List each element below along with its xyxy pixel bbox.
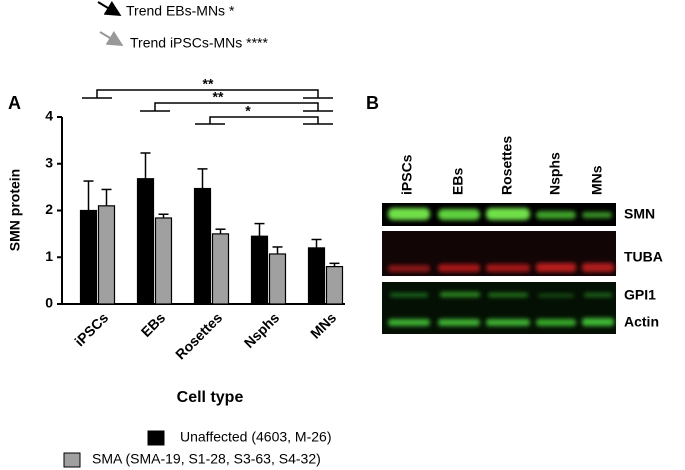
blot-bands bbox=[388, 208, 614, 326]
bar bbox=[136, 178, 155, 305]
legend-swatch bbox=[147, 430, 165, 446]
x-tick-label: MNs bbox=[307, 309, 339, 341]
blot-row-label: Actin bbox=[624, 314, 659, 330]
y-tick-label: 2 bbox=[45, 201, 53, 217]
legend-label: SMA (SMA-19, S1-28, S3-63, S4-32) bbox=[92, 451, 321, 467]
x-tick-label: Nsphs bbox=[241, 309, 283, 351]
bar bbox=[79, 209, 98, 305]
significance-label: * bbox=[245, 103, 251, 119]
bar bbox=[268, 253, 287, 305]
bar bbox=[307, 247, 326, 305]
trend-label: Trend EBs-MNs * bbox=[126, 3, 235, 19]
bar bbox=[325, 266, 344, 305]
y-tick-label: 3 bbox=[45, 154, 53, 170]
significance-label: ** bbox=[213, 89, 224, 105]
blot-strip bbox=[382, 282, 616, 334]
y-tick-label: 0 bbox=[45, 295, 53, 311]
trend-label: Trend iPSCs-MNs **** bbox=[130, 35, 269, 51]
bar bbox=[211, 233, 230, 305]
blot-row-label: GPI1 bbox=[624, 287, 656, 303]
bar bbox=[154, 217, 173, 305]
x-axis-title: Cell type bbox=[177, 389, 244, 406]
legend-swatch bbox=[63, 452, 81, 468]
panel-label: B bbox=[366, 93, 379, 113]
bar bbox=[193, 187, 212, 305]
blot-row-label: SMN bbox=[624, 206, 655, 222]
bar bbox=[250, 235, 269, 305]
blot-column-label: EBs bbox=[450, 168, 466, 195]
y-axis-title: SMN protein bbox=[7, 169, 23, 251]
blot-column-label: iPSCs bbox=[399, 154, 415, 195]
significance-label: ** bbox=[203, 76, 214, 92]
y-tick-label: 1 bbox=[45, 248, 53, 264]
blot-row-label: TUBA bbox=[624, 249, 663, 265]
bar bbox=[97, 205, 116, 305]
trend-arrow bbox=[97, 0, 122, 17]
blot-column-label: MNs bbox=[589, 165, 605, 195]
blot-column-label: Rosettes bbox=[499, 136, 515, 195]
legend-label: Unaffected (4603, M-26) bbox=[180, 429, 332, 445]
x-tick-label: iPSCs bbox=[71, 309, 111, 349]
x-tick-label: EBs bbox=[138, 309, 169, 340]
trend-arrow bbox=[99, 30, 124, 47]
significance-brackets bbox=[82, 89, 333, 125]
y-tick-label: 4 bbox=[45, 108, 53, 124]
x-tick-label: Rosettes bbox=[172, 309, 225, 362]
panel-label: A bbox=[8, 93, 21, 113]
blot-column-label: Nsphs bbox=[547, 152, 563, 195]
